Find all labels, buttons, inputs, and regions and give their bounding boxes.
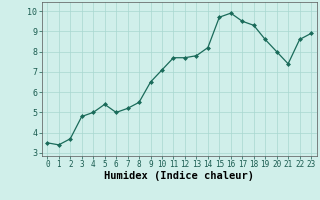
X-axis label: Humidex (Indice chaleur): Humidex (Indice chaleur): [104, 171, 254, 181]
